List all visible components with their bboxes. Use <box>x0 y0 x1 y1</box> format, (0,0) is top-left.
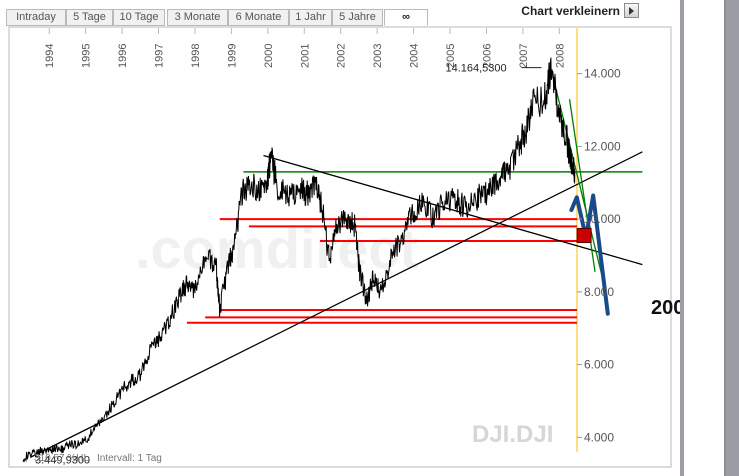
high-annotation: 14.164,5300 <box>445 63 506 75</box>
tab-3[interactable]: 3 Monate <box>167 9 228 26</box>
x-tick-label: 2005 <box>445 44 457 68</box>
shrink-chart-label[interactable]: Chart verkleinern <box>521 4 620 18</box>
target-marker <box>576 227 592 243</box>
x-tick-label: 1997 <box>154 44 166 68</box>
y-tick-label: 8.000 <box>584 285 614 299</box>
tab-5[interactable]: 1 Jahr <box>289 9 332 26</box>
tab-7[interactable]: ∞ <box>384 9 428 26</box>
symbol-watermark: DJI.DJI <box>472 421 553 448</box>
x-tick-label: 1999 <box>226 44 238 68</box>
x-tick-label: 2006 <box>481 44 493 68</box>
x-tick-label: 2001 <box>299 44 311 68</box>
low-annotation: 3.449,9300 <box>35 454 90 466</box>
brand-watermark: .comdirect <box>135 217 418 280</box>
tab-2[interactable]: 10 Tage <box>113 9 165 26</box>
footer-hl: 310,57 %HL <box>34 453 89 464</box>
x-tick-label: 2004 <box>409 44 421 68</box>
x-tick-label: 1996 <box>117 44 129 68</box>
trendline <box>263 154 643 266</box>
price-chart: .comdirect 4.000 6.000 8.000 10.000 12.000 14… <box>8 26 680 468</box>
trendline <box>550 69 607 293</box>
trendline <box>29 151 643 458</box>
tab-0[interactable]: Intraday <box>6 9 66 26</box>
trendline <box>568 99 596 272</box>
chart-frame <box>8 26 672 468</box>
price-series-line <box>22 57 576 463</box>
y-tick-label: 12.000 <box>584 139 621 153</box>
scroll-track[interactable] <box>684 0 726 476</box>
tab-4[interactable]: 6 Monate <box>228 9 289 26</box>
footer-interval: Intervall: 1 Tag <box>97 453 162 464</box>
year-2009-label: 2009 <box>651 297 680 319</box>
y-tick-label: 4.000 <box>584 430 614 444</box>
y-tick-label: 14.000 <box>584 67 621 81</box>
timeframe-tabs: Intraday 5 Tage 10 Tage 3 Monate 6 Monate 1 J… <box>0 0 680 28</box>
tab-1[interactable]: 5 Tage <box>66 9 113 26</box>
x-tick-label: 2002 <box>336 44 348 68</box>
x-tick-label: 1994 <box>44 44 56 68</box>
x-tick-label: 1998 <box>190 44 202 68</box>
x-tick-label: 2000 <box>263 44 275 68</box>
x-tick-label: 1995 <box>81 44 93 68</box>
tab-6[interactable]: 5 Jahre <box>332 9 383 26</box>
y-tick-label: 10.000 <box>584 212 621 226</box>
x-tick-label: 2007 <box>518 44 530 68</box>
x-tick-label: 2003 <box>372 44 384 68</box>
vertical-scrollbar[interactable] <box>680 0 739 476</box>
triangle-right-icon[interactable] <box>624 3 639 18</box>
x-tick-label: 2008 <box>554 44 566 68</box>
y-tick-label: 6.000 <box>584 358 614 372</box>
